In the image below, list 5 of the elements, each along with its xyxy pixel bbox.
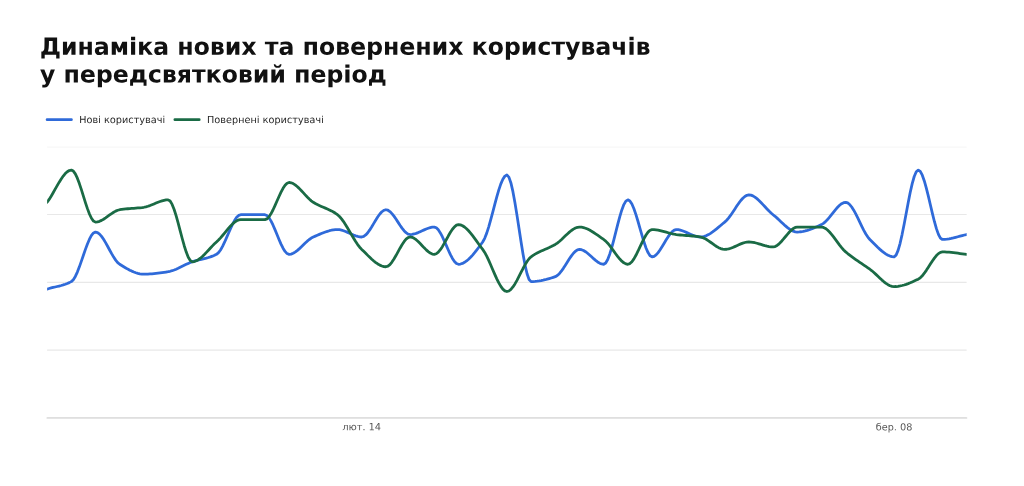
x-tick-label: бер. 08 (876, 422, 912, 433)
legend-label: Нові користувачі (80, 115, 165, 126)
chart-title: Динаміка нових та повернених користувачів у передсвятковий період (40, 36, 650, 88)
legend-label: Повернені користувачі (207, 115, 323, 126)
x-tick-label: лют. 14 (342, 423, 381, 431)
